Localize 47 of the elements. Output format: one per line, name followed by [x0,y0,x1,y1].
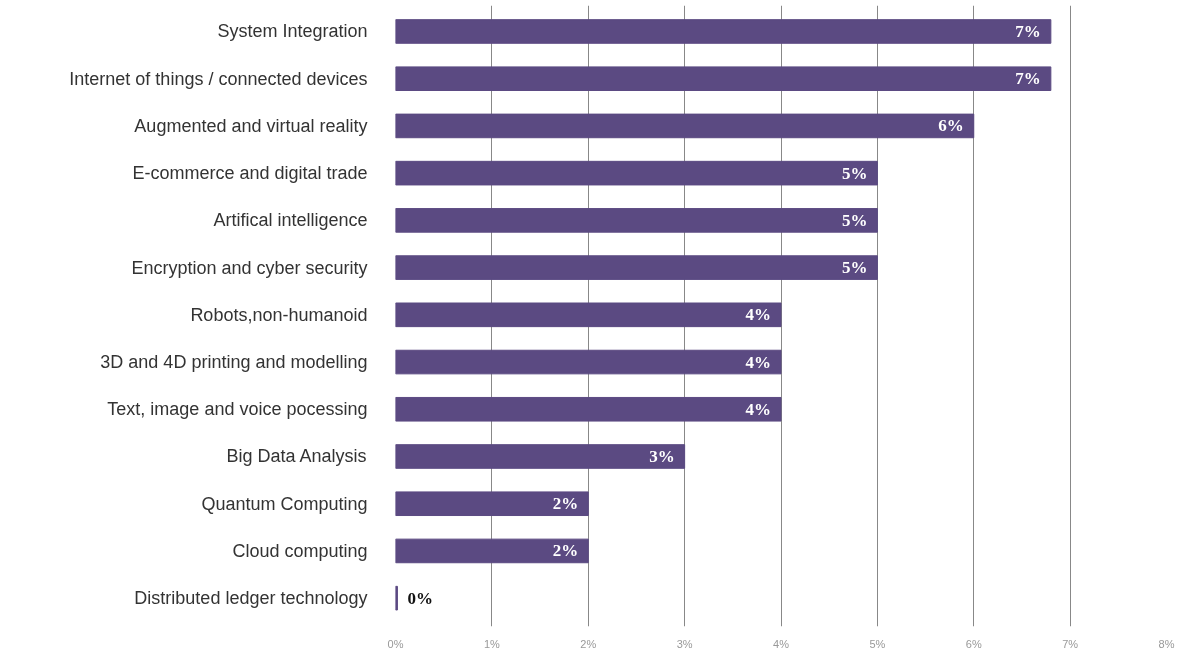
y-tick-label: Big Data Analysis [226,446,367,467]
y-tick-label: System Integration [217,21,368,42]
x-tick-label: 4% [773,637,790,650]
bar [395,160,878,186]
data-label: 0% [407,588,433,608]
bar [395,208,878,233]
bar [395,255,878,280]
y-tick-label: Distributed ledger technology [134,588,368,609]
data-label: 2% [552,494,579,514]
data-label: 5% [841,210,868,230]
y-tick-label: Augmented and virtual reality [134,115,368,136]
x-tick-label: 7% [1062,637,1079,650]
data-label: 6% [938,116,964,136]
data-label: 5% [841,258,868,278]
bar [395,444,686,469]
y-tick-label: Text, image and voice pocessing [107,399,368,420]
bar [395,113,975,139]
bar [395,538,589,564]
y-tick-label: Quantum Computing [201,493,368,514]
data-label: 7% [1015,21,1041,41]
bar [395,396,782,422]
x-tick-label: 1% [483,637,501,650]
y-tick-label: Encryption and cyber security [131,257,368,278]
bar [395,302,782,328]
y-tick-label: E-commerce and digital trade [132,163,368,184]
y-tick-label: Internet of things / connected devices [69,68,368,89]
bar [395,491,589,517]
data-label: 4% [745,352,771,372]
bar [395,349,782,375]
y-tick-label: Cloud computing [232,540,368,561]
bar [395,66,1052,91]
x-tick-label: 8% [1158,637,1175,650]
y-tick-label: 3D and 4D printing and modelling [100,352,368,373]
x-tick-label: 3% [676,637,693,650]
y-tick-label: Robots,non-humanoid [190,304,368,325]
x-tick-label: 6% [965,637,982,650]
x-tick-label: 0% [387,637,404,650]
bar [395,19,1052,44]
y-tick-label: Artifical intelligence [213,210,368,231]
x-tick-label: 5% [869,637,886,650]
data-label: 4% [745,305,771,325]
data-label: 4% [745,399,771,419]
data-label: 2% [552,541,579,561]
x-tick-label: 2% [580,637,597,650]
data-label: 5% [841,163,868,183]
data-label: 3% [649,446,675,466]
data-label: 7% [1015,69,1041,89]
